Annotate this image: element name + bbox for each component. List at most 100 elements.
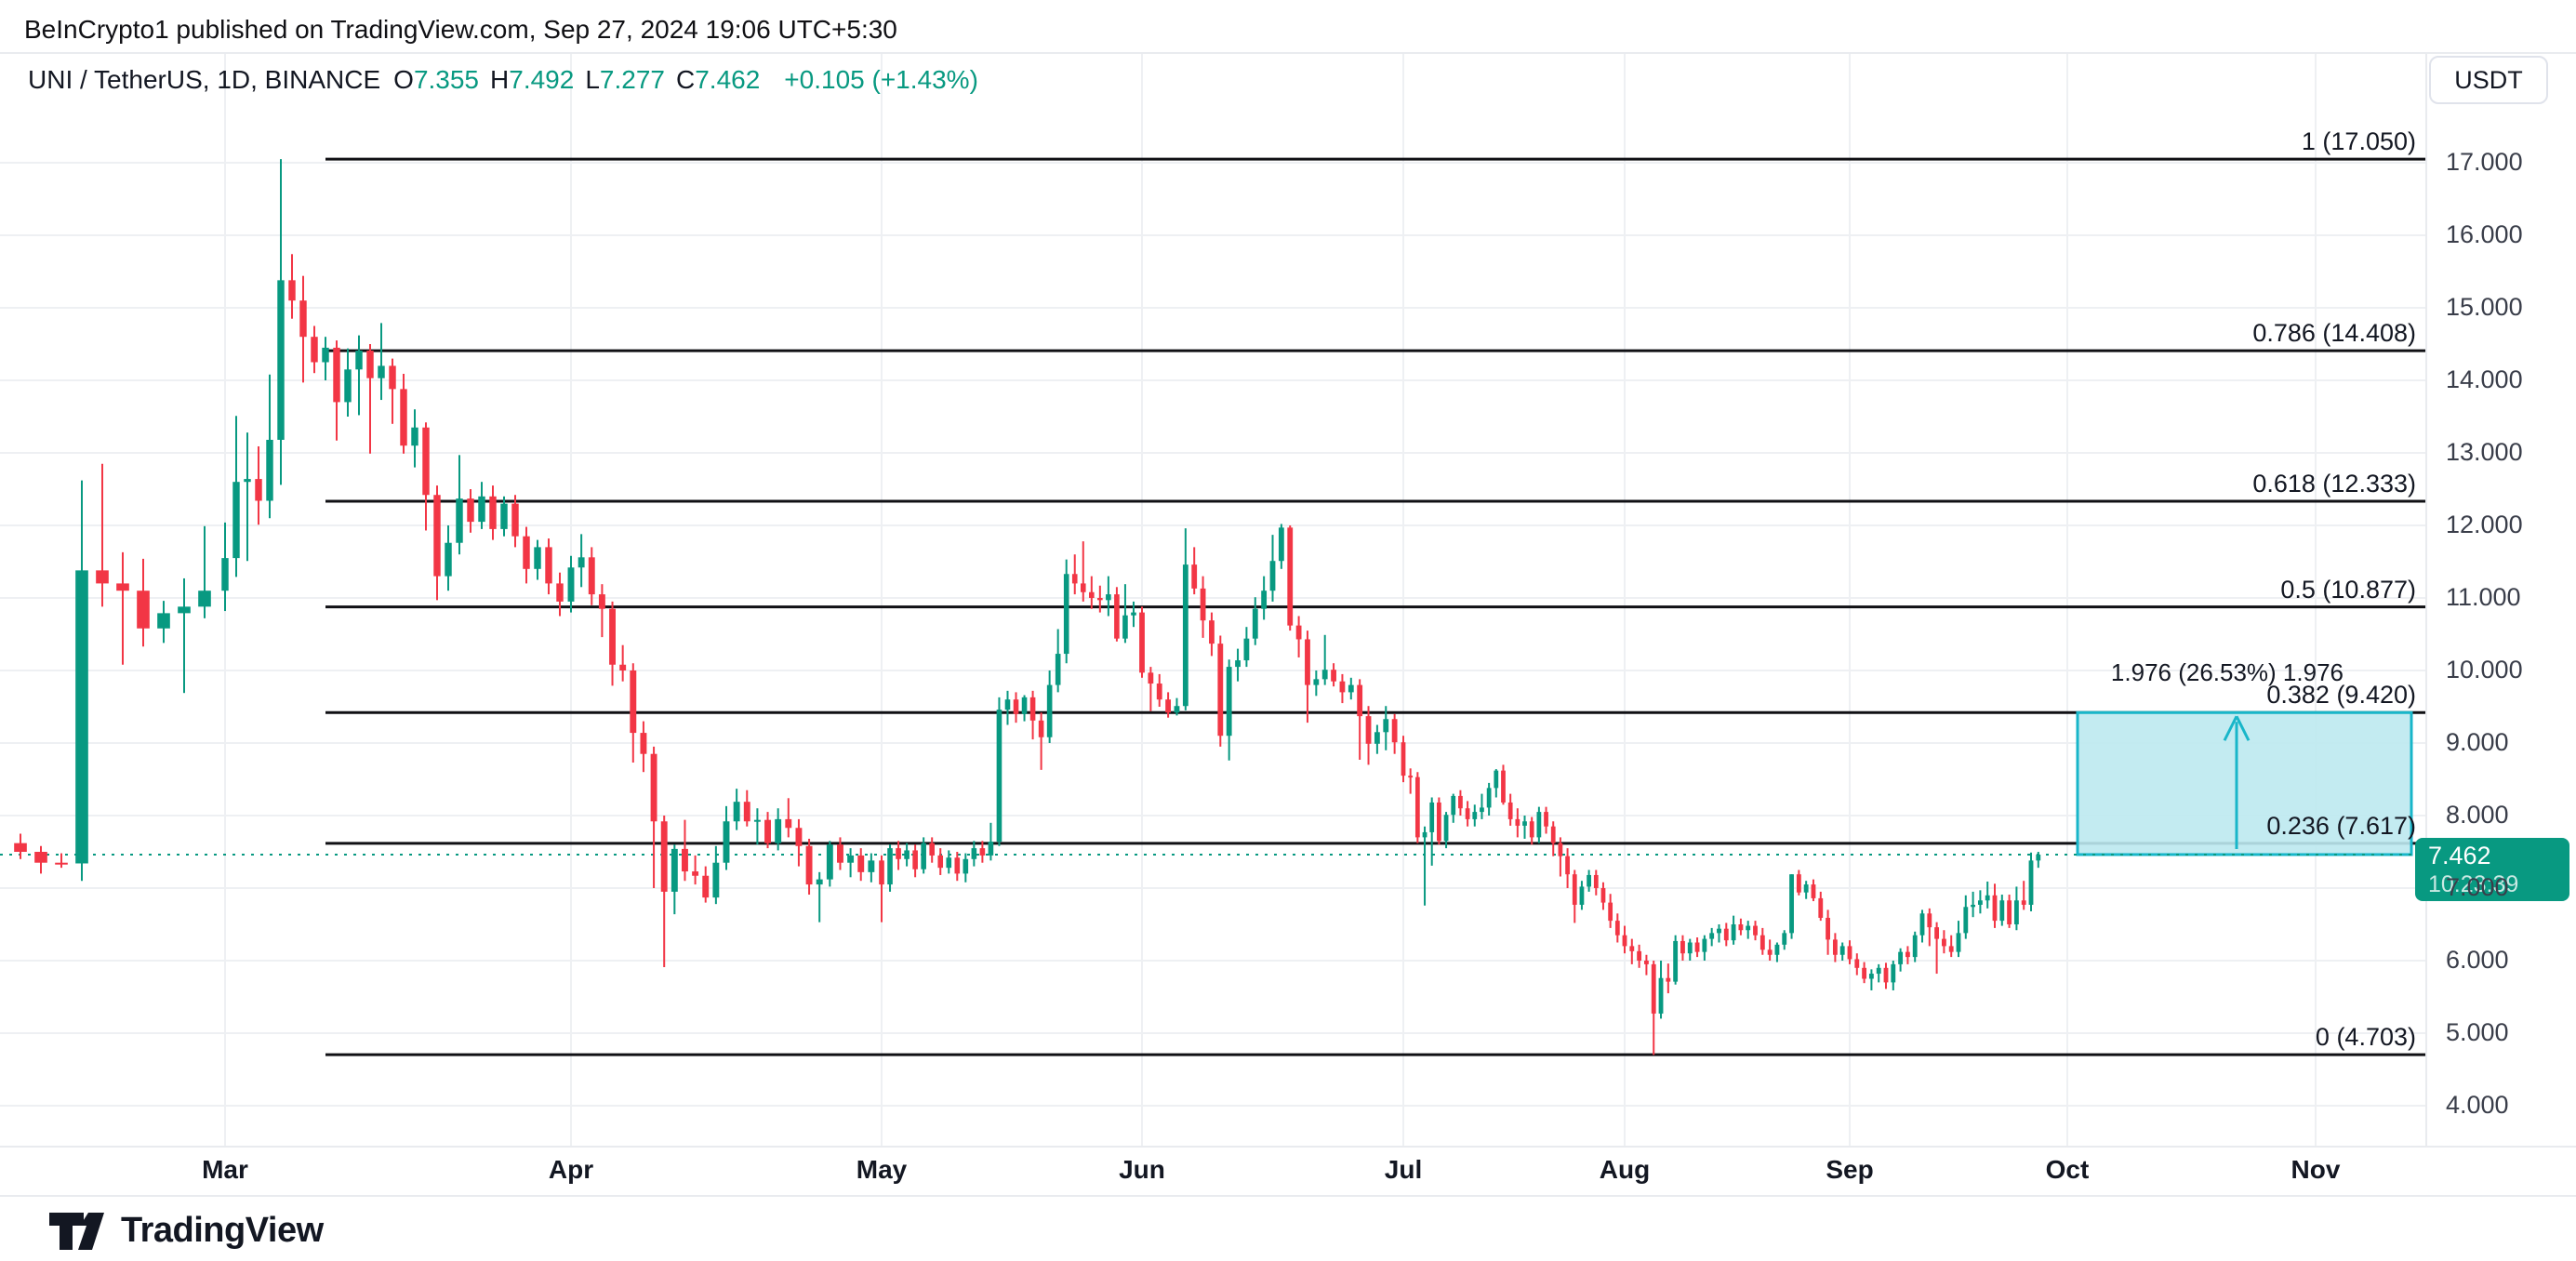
candle-body (389, 365, 396, 390)
time-axis-label[interactable]: Aug (1599, 1155, 1651, 1184)
candle-body (299, 300, 307, 338)
attribution-text: BeInCrypto1 published on TradingView.com… (24, 15, 897, 44)
candle-body (489, 496, 497, 529)
candle-body (1818, 897, 1824, 918)
time-axis-label[interactable]: Jun (1119, 1155, 1165, 1184)
candle-body (1480, 807, 1484, 813)
price-axis-tick[interactable]: 5.000 (2446, 1018, 2509, 1046)
candle-body (1905, 951, 1910, 958)
candle-body (311, 337, 318, 363)
last-price-badge[interactable]: 7.462 10:23:39 (2415, 838, 2569, 901)
fib-level-label[interactable]: 0.382 (9.420) (2266, 681, 2416, 710)
fib-level-label[interactable]: 0.236 (7.617) (2266, 811, 2416, 840)
currency-toggle-button[interactable]: USDT (2429, 56, 2548, 104)
candle-body (1529, 821, 1534, 838)
candle-body (1600, 888, 1606, 903)
candle-body (400, 389, 407, 446)
candle-body (1593, 874, 1599, 888)
price-axis-tick[interactable]: 6.000 (2446, 946, 2509, 974)
candle-body (1637, 950, 1642, 961)
fib-level-label[interactable]: 1 (17.050) (2301, 127, 2416, 156)
candle-body (1191, 564, 1198, 589)
candle-body (534, 547, 541, 569)
candle-body (723, 821, 730, 863)
candle-body (1097, 598, 1103, 601)
candle-body (1243, 638, 1250, 661)
projection-ratio-label[interactable]: 1.976 (26.53%) 1.976 (2110, 658, 2344, 686)
fib-level-label[interactable]: 0.786 (14.408) (2252, 319, 2416, 348)
price-axis-tick[interactable]: 11.000 (2446, 583, 2521, 611)
candle-body (1796, 874, 1801, 893)
candle-body (433, 495, 441, 577)
candle-body (1680, 940, 1685, 954)
candle-body (879, 860, 884, 885)
candle-body (1235, 660, 1241, 668)
price-axis-tick[interactable]: 8.000 (2446, 801, 2509, 829)
time-axis-label[interactable]: Apr (548, 1155, 594, 1184)
candle-body (805, 845, 813, 885)
fib-level-label[interactable]: 0.5 (10.877) (2280, 575, 2416, 604)
ohlc-values: O7.355 H7.492 L7.277 C7.462 (393, 65, 771, 95)
fib-level-label[interactable]: 0.618 (12.333) (2252, 470, 2416, 498)
candle-body (868, 860, 875, 872)
candle-body (816, 879, 823, 885)
candle-body (963, 858, 969, 874)
candle-body (1912, 935, 1918, 958)
candle-body (366, 351, 374, 378)
symbol-title[interactable]: UNI / TetherUS, 1D, BINANCE (28, 65, 381, 94)
candle-body (1522, 821, 1527, 826)
candle-body (1883, 967, 1889, 983)
price-axis-tick[interactable]: 16.000 (2446, 220, 2523, 248)
candle-body (1374, 732, 1380, 744)
candle-body (2007, 900, 2012, 924)
candle-body (1587, 874, 1591, 887)
price-axis-tick[interactable]: 15.000 (2446, 293, 2523, 321)
candle-body (1550, 826, 1556, 843)
candle-body (1536, 812, 1542, 838)
candle-body (14, 843, 27, 852)
time-axis-label[interactable]: May (856, 1155, 908, 1184)
price-axis-tick[interactable]: 9.000 (2446, 728, 2509, 756)
time-axis-label[interactable]: Jul (1384, 1155, 1423, 1184)
price-axis-tick[interactable]: 17.000 (2446, 148, 2523, 176)
candle-body (1629, 946, 1635, 951)
price-axis-tick[interactable]: 14.000 (2446, 365, 2523, 393)
candle-body (1565, 856, 1570, 875)
candle-body (2021, 900, 2026, 905)
fib-level-label[interactable]: 0 (4.703) (2315, 1023, 2416, 1052)
candle-body (1313, 679, 1320, 685)
candle-body (1261, 591, 1268, 609)
price-axis-tick[interactable]: 10.000 (2446, 656, 2523, 684)
candle-body (1089, 591, 1095, 598)
candle-body (1365, 716, 1372, 744)
time-axis-label[interactable]: Mar (202, 1155, 248, 1184)
candle-body (1862, 967, 1867, 979)
candle-body (1891, 963, 1896, 983)
candle-body (702, 875, 710, 898)
candle-body (1789, 874, 1794, 934)
candle-body (1839, 946, 1845, 955)
time-axis-label[interactable]: Sep (1826, 1155, 1874, 1184)
tradingview-attribution[interactable]: TradingView (48, 1211, 324, 1251)
time-axis-label[interactable]: Oct (2045, 1155, 2090, 1184)
candle-body (887, 848, 893, 885)
price-axis-tick[interactable]: 4.000 (2446, 1091, 2509, 1119)
price-axis-tick[interactable]: 13.000 (2446, 438, 2523, 466)
candle-body (1963, 907, 1969, 934)
price-axis-tick[interactable]: 12.000 (2446, 511, 2523, 538)
candle-body (1122, 615, 1128, 639)
symbol-legend[interactable]: UNI / TetherUS, 1D, BINANCE O7.355 H7.492… (28, 65, 978, 95)
candle-body (1217, 644, 1224, 737)
candle-body (1131, 612, 1136, 616)
change-value: +0.105 (+1.43%) (784, 65, 978, 94)
price-axis-tick[interactable]: 7.000 (2446, 873, 2509, 901)
candle-body (456, 498, 463, 543)
time-axis-label[interactable]: Nov (2291, 1155, 2341, 1184)
candle-body (1666, 977, 1671, 982)
candle-body (1948, 946, 1954, 952)
candle-body (137, 591, 150, 629)
candle-body (322, 347, 329, 363)
candle-body (1287, 527, 1294, 626)
candle-body (857, 855, 865, 872)
